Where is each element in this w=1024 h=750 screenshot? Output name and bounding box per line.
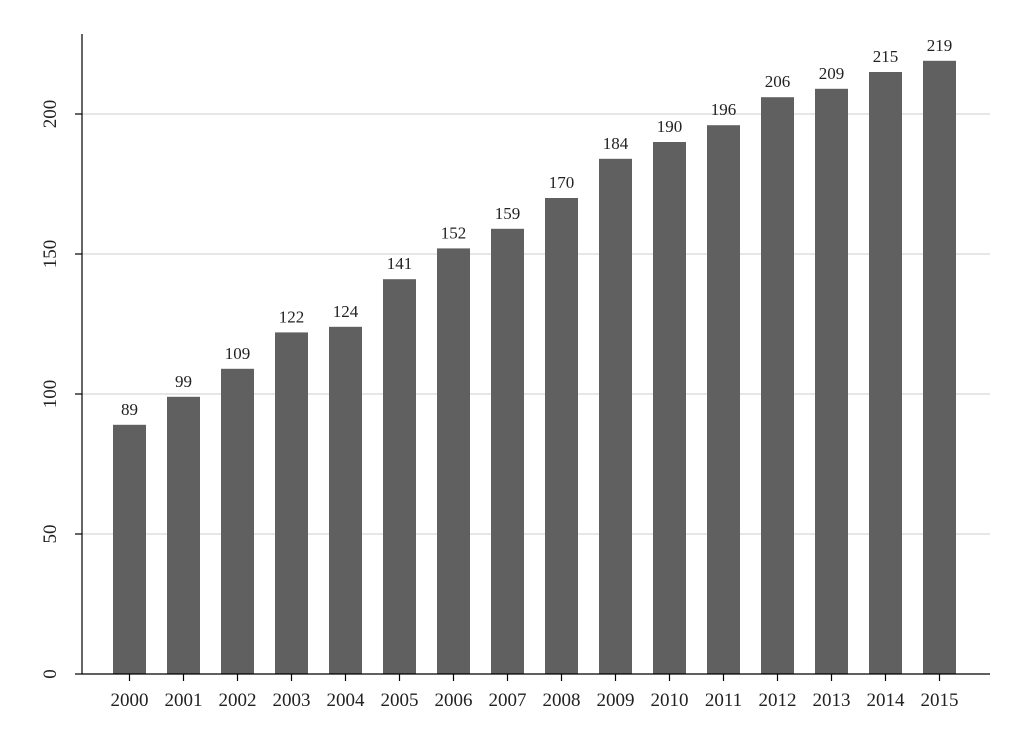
data-label: 109	[225, 344, 251, 363]
x-tick-label: 2010	[651, 690, 689, 711]
data-label: 215	[873, 47, 899, 66]
x-tick-label: 2008	[543, 690, 581, 711]
data-label: 190	[657, 117, 683, 136]
x-tick-label: 2015	[921, 690, 959, 711]
x-tick-label: 2004	[327, 690, 366, 711]
data-label: 206	[765, 72, 791, 91]
data-label: 184	[603, 134, 629, 153]
y-axis-ticks: 0 50 100 150 200	[40, 100, 82, 679]
data-label: 141	[387, 254, 413, 273]
bar	[221, 368, 254, 674]
data-label: 99	[175, 372, 192, 391]
x-tick-label: 2003	[273, 690, 311, 711]
bar	[707, 125, 740, 674]
x-tick-label: 2006	[435, 690, 473, 711]
x-tick-label: 2011	[705, 690, 742, 711]
bar	[761, 97, 794, 674]
data-label: 209	[819, 64, 845, 83]
bar	[113, 424, 146, 674]
bar	[815, 88, 848, 675]
y-tick-label: 50	[40, 525, 61, 544]
x-tick-label: 2001	[165, 690, 203, 711]
bar	[923, 60, 956, 675]
data-label: 196	[711, 100, 737, 119]
x-tick-label: 2009	[597, 690, 635, 711]
x-tick-label: 2000	[111, 690, 149, 711]
data-label: 170	[549, 173, 575, 192]
data-label: 152	[441, 223, 467, 242]
bar	[383, 279, 416, 674]
y-tick-label: 200	[40, 100, 61, 129]
y-tick-label: 100	[40, 380, 61, 409]
bar	[545, 198, 578, 674]
bar	[869, 72, 902, 674]
x-tick-label: 2005	[381, 690, 419, 711]
bar	[599, 158, 632, 675]
bar	[275, 332, 308, 674]
x-tick-label: 2012	[759, 690, 797, 711]
y-tick-label: 150	[40, 240, 61, 269]
data-label: 89	[121, 400, 138, 419]
data-labels: 89 99 109 122 124 141 152 159 170 184 190 196 206 209…	[121, 36, 952, 419]
bars	[113, 60, 956, 675]
data-label: 122	[279, 307, 305, 326]
x-tick-label: 2002	[219, 690, 257, 711]
bar	[653, 142, 686, 674]
data-label: 124	[333, 302, 359, 321]
gridlines	[82, 113, 990, 535]
axes	[81, 34, 990, 675]
data-label: 219	[927, 36, 953, 55]
y-tick-label: 0	[40, 669, 61, 679]
bar	[167, 396, 200, 674]
bar	[329, 326, 362, 674]
x-tick-label: 2014	[867, 690, 906, 711]
bar	[491, 228, 524, 675]
data-label: 159	[495, 204, 521, 223]
x-axis-ticks: 2000 2001 2002 2003 2004 2005 2006 2007 2008 2009…	[111, 674, 959, 711]
x-tick-label: 2007	[489, 690, 527, 711]
bar	[437, 248, 470, 674]
x-tick-label: 2013	[813, 690, 851, 711]
